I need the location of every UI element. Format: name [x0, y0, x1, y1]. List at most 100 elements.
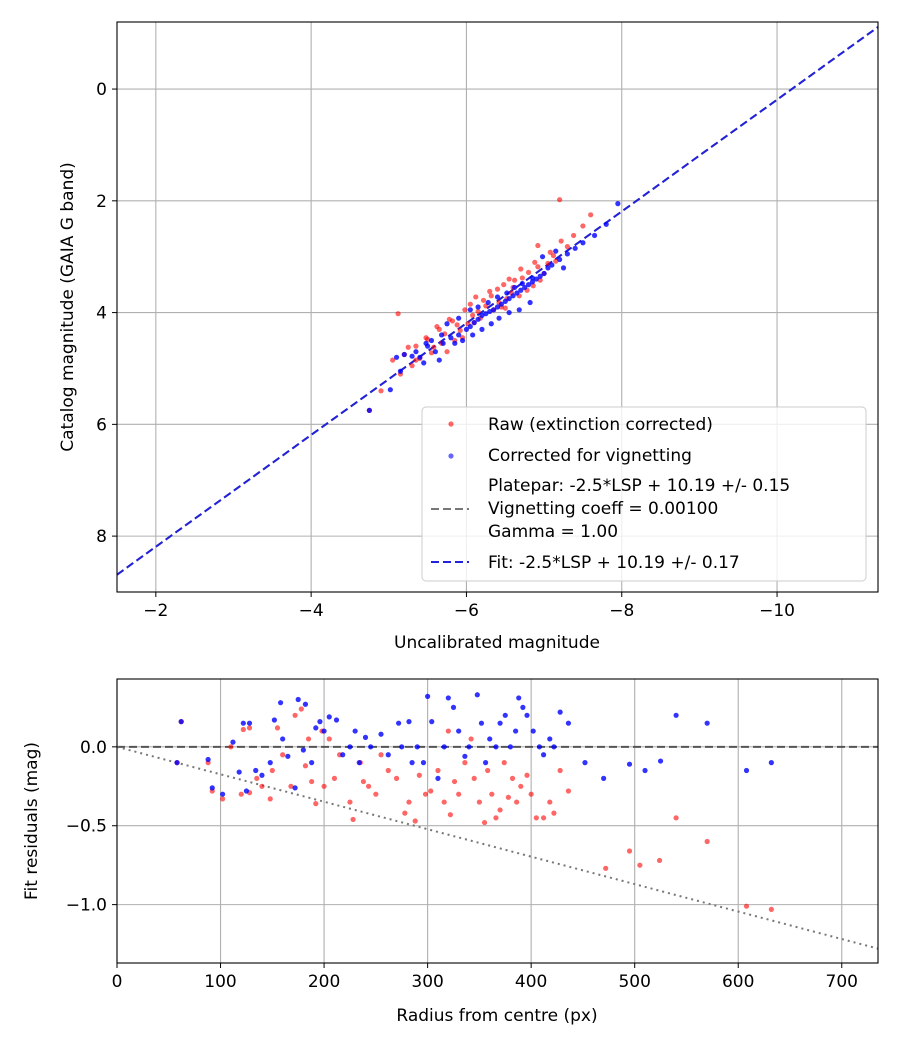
data-point	[497, 720, 503, 726]
data-point	[487, 308, 493, 315]
y-tick-label: 8	[96, 527, 107, 547]
data-point	[457, 327, 463, 334]
residuals-x-axis-label: Radius from centre (px)	[396, 1006, 597, 1026]
data-point	[467, 307, 473, 313]
data-point	[467, 323, 473, 330]
data-point	[340, 752, 346, 758]
data-point	[478, 720, 485, 726]
data-point	[390, 357, 396, 363]
data-point	[399, 744, 405, 750]
data-point	[540, 752, 547, 758]
data-point	[409, 363, 415, 369]
data-point	[550, 252, 557, 259]
data-point	[448, 335, 454, 341]
data-point	[501, 760, 507, 766]
data-point	[362, 734, 369, 740]
data-point	[246, 725, 253, 731]
data-point	[240, 720, 246, 726]
x-tick-label: −2	[143, 601, 168, 621]
data-point	[470, 312, 476, 318]
data-point	[525, 282, 532, 288]
main-axes-frame	[116, 21, 879, 593]
data-point	[524, 772, 530, 778]
x-tick-label: −8	[609, 601, 634, 621]
x-tick-label: 700	[826, 972, 858, 992]
y-tick-label: −1.0	[66, 896, 107, 916]
data-point	[409, 760, 415, 766]
data-point	[425, 693, 431, 699]
x-tick-label: 400	[515, 972, 547, 992]
data-point	[309, 760, 315, 766]
data-point	[295, 696, 301, 703]
data-point	[565, 788, 572, 794]
data-point	[466, 744, 472, 750]
legend-frame	[421, 406, 867, 582]
data-point	[238, 791, 244, 797]
data-point	[545, 260, 551, 267]
data-point	[220, 791, 226, 797]
data-point	[462, 307, 468, 313]
data-point	[385, 767, 391, 774]
legend: Raw (extinction corrected) Corrected for…	[421, 406, 867, 582]
data-point	[479, 326, 485, 332]
data-point	[535, 242, 541, 249]
data-point	[553, 248, 559, 254]
y-tick-label: −0.5	[66, 817, 107, 837]
data-point	[302, 701, 309, 707]
data-point	[471, 775, 477, 782]
data-point	[267, 760, 273, 766]
data-point	[580, 240, 586, 246]
data-point	[547, 249, 553, 255]
data-point	[470, 332, 476, 338]
data-point	[528, 791, 534, 797]
data-point	[422, 791, 429, 797]
chart-residuals: 0 100 200 300 400 500 600 700 0.0 −0.5 −1.0 Radius…	[22, 678, 879, 1026]
data-point	[533, 815, 539, 821]
data-point	[601, 775, 607, 782]
data-point	[483, 311, 489, 317]
x-tick-label: 200	[308, 972, 340, 992]
data-point	[603, 221, 609, 227]
data-point	[321, 728, 327, 734]
data-point	[373, 791, 379, 797]
data-point	[507, 744, 514, 750]
data-point	[395, 311, 401, 317]
data-point	[514, 799, 520, 805]
data-point	[406, 719, 412, 725]
data-point	[588, 212, 594, 218]
data-point	[321, 783, 327, 789]
data-point	[657, 758, 664, 764]
data-point	[502, 298, 508, 305]
data-point	[768, 760, 774, 766]
data-point	[511, 277, 518, 283]
data-point	[474, 692, 480, 698]
data-point	[540, 815, 547, 821]
data-point	[468, 736, 474, 742]
data-point	[428, 337, 435, 344]
data-point	[475, 308, 481, 315]
data-point	[485, 299, 491, 306]
x-tick-label: 0	[112, 972, 123, 992]
data-point	[401, 351, 407, 358]
data-point	[520, 704, 526, 711]
data-point	[378, 388, 384, 394]
y-tick-label: 0.0	[80, 738, 107, 758]
data-point	[456, 728, 462, 734]
data-point	[360, 778, 367, 785]
data-point	[387, 387, 393, 393]
data-point	[393, 354, 400, 360]
data-point	[467, 301, 473, 307]
data-point	[547, 736, 553, 742]
legend-marker-raw	[448, 421, 454, 427]
data-point	[704, 720, 710, 726]
data-point	[417, 354, 423, 360]
data-point	[456, 332, 462, 338]
data-point	[519, 280, 525, 287]
y-tick-label: 0	[96, 80, 107, 100]
data-point	[209, 785, 215, 791]
legend-marker-corrected	[448, 453, 454, 459]
data-point	[253, 767, 259, 774]
data-point	[530, 728, 536, 734]
data-point	[431, 344, 437, 350]
data-point	[347, 744, 353, 750]
